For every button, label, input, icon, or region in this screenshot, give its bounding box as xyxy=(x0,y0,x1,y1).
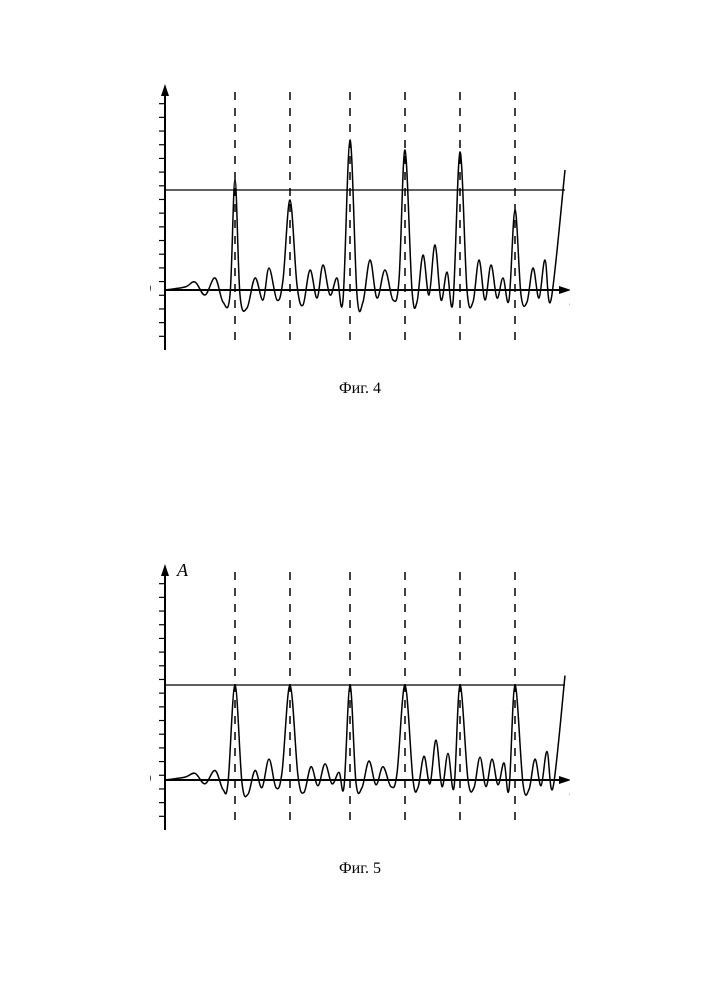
figure-4: 0 1 t Фиг. 4 xyxy=(150,80,570,398)
caption-fig4: Фиг. 4 xyxy=(150,380,570,398)
svg-text:0: 0 xyxy=(150,772,151,789)
svg-text:t: t xyxy=(569,783,570,800)
svg-text:1: 1 xyxy=(150,677,151,694)
figure-5: 0 1 t A Фиг. 5 xyxy=(150,560,570,878)
svg-text:A: A xyxy=(176,560,189,580)
svg-text:1: 1 xyxy=(150,182,151,199)
caption-fig5: Фиг. 5 xyxy=(150,860,570,878)
chart-fig5: 0 1 t A xyxy=(150,560,570,845)
svg-text:0: 0 xyxy=(150,282,151,299)
svg-text:t: t xyxy=(569,293,570,310)
chart-fig4: 0 1 t xyxy=(150,80,570,365)
